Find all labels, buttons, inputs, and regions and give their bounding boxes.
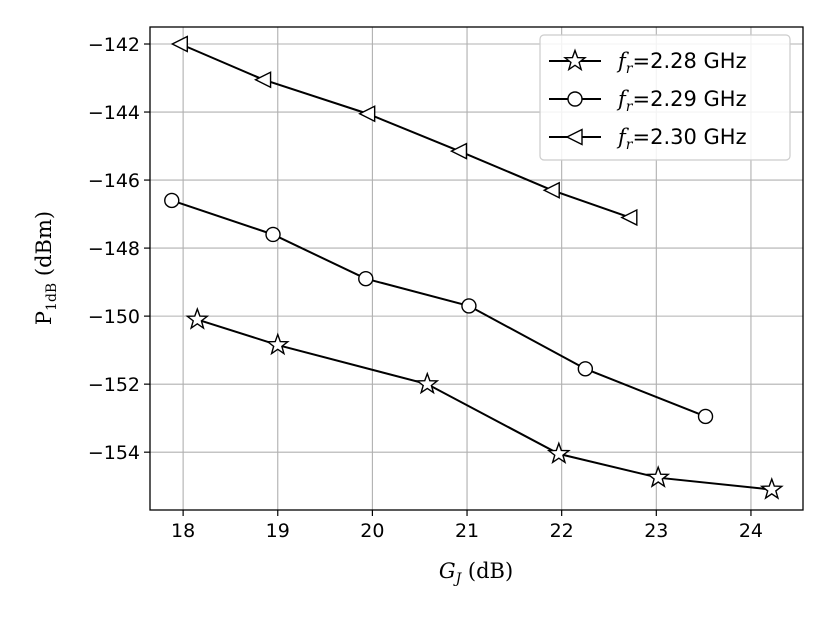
x-tick-label: 22 [550, 520, 574, 542]
x-tick-label: 19 [266, 520, 290, 542]
y-tick-label: −154 [88, 442, 140, 464]
data-point-triangle-left [620, 208, 638, 227]
y-tick-label: −144 [88, 102, 140, 124]
series-circle [164, 192, 714, 425]
legend-marker-triangle-left [565, 128, 583, 146]
series-line [179, 43, 631, 219]
data-point-star [546, 441, 571, 465]
data-point-circle [577, 361, 594, 377]
series-triangle-left [170, 35, 638, 227]
y-tick-label: −146 [88, 170, 140, 192]
data-point-circle [358, 271, 374, 287]
x-tick-label: 23 [644, 520, 668, 542]
data-point-circle [697, 408, 714, 425]
y-tick-label: −148 [88, 238, 140, 260]
series-line [171, 199, 706, 418]
y-axis-label: P1dB (dBm) [32, 211, 60, 325]
legend: fr=2.28 GHz fr=2.29 GHz fr=2.30 GHz [539, 34, 791, 161]
legend-marker-circle [567, 91, 583, 107]
x-axis-label: GJ (dB) [439, 559, 513, 587]
legend-label: fr=2.29 GHz [616, 87, 747, 115]
x-tick-label: 18 [171, 520, 195, 542]
data-point-triangle-left [253, 71, 272, 89]
data-point-triangle-left [170, 35, 188, 53]
x-tick-label: 20 [360, 520, 384, 542]
data-point-star [415, 371, 440, 395]
series-layer [164, 35, 784, 500]
data-point-circle [461, 298, 477, 314]
x-tick-label: 21 [455, 520, 479, 542]
series-line [197, 318, 772, 491]
data-point-triangle-left [358, 105, 376, 123]
x-axis-ticks: 18 19 20 21 22 23 24 [171, 510, 763, 542]
data-point-triangle-left [542, 181, 560, 199]
data-point-triangle-left [449, 142, 468, 160]
data-point-star [759, 477, 784, 500]
legend-item: fr=2.29 GHz [549, 87, 747, 115]
series-star [185, 306, 784, 500]
legend-label: fr=2.30 GHz [616, 125, 747, 153]
y-axis-ticks: −154 −152 −150 −148 −146 −144 −142 [88, 34, 150, 464]
data-point-star [265, 332, 290, 356]
legend-label: fr=2.28 GHz [616, 49, 747, 77]
legend-item: fr=2.30 GHz [549, 125, 747, 153]
plot-frame [149, 26, 804, 511]
legend-marker-star [563, 48, 587, 72]
data-point-star [185, 306, 210, 330]
data-point-star [646, 465, 671, 488]
legend-item: fr=2.28 GHz [549, 48, 747, 77]
y-tick-label: −150 [88, 306, 140, 328]
data-point-circle [164, 192, 180, 209]
legend-box [539, 34, 791, 161]
x-tick-label: 24 [739, 520, 763, 542]
data-point-circle [265, 226, 281, 243]
y-tick-label: −152 [88, 374, 140, 396]
y-tick-label: −142 [88, 34, 140, 56]
